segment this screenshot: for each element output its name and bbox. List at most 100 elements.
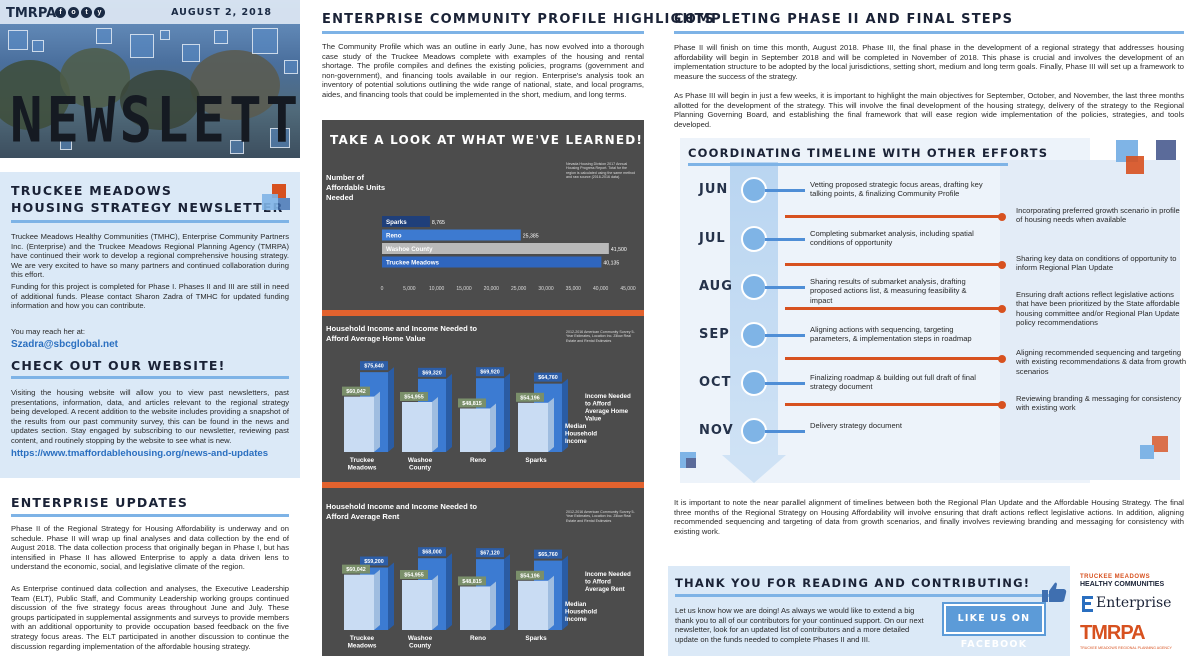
strategy-item: Sharing results of submarket analysis, d… [810, 277, 967, 305]
partner-logos: TRUCKEE MEADOWS HEALTHY COMMUNITIES Ente… [1076, 572, 1182, 656]
timeline-node [741, 226, 767, 252]
plan-connector [785, 403, 1000, 406]
intro-title: TRUCKEE MEADOWS HOUSING STRATEGY NEWSLET… [11, 182, 283, 216]
timeline-node [741, 370, 767, 396]
affordable-units-chart: Sparks 8,765 Reno 25,385 Washoe County 41,500… [381, 216, 636, 292]
plan-dot [998, 304, 1006, 313]
category-label: County [409, 643, 431, 650]
bar-value-label: 25,385 [523, 234, 539, 240]
plan-item: Aligning recommended sequencing and targ… [1016, 348, 1187, 376]
plan-dot [998, 354, 1006, 363]
bar-median-side [432, 574, 438, 630]
legend-needed: Average Rent [585, 586, 625, 593]
timeline-node [741, 322, 767, 348]
bar-needed-value: $68,000 [422, 550, 442, 556]
strategy-connector [765, 238, 805, 241]
bar-washoe-county [382, 243, 609, 254]
profile-title: ENTERPRISE COMMUNITY PROFILE HIGHLIGHTS [322, 12, 716, 27]
category-label: Sparks [525, 457, 547, 464]
bar-needed-label-bg [534, 549, 562, 559]
timeline-summary: It is important to note the near paralle… [674, 498, 1184, 536]
bar-needed-value: $75,640 [364, 364, 384, 370]
plan-dot [998, 260, 1006, 269]
strategy-item: Aligning actions with sequencing, target… [810, 325, 972, 344]
bar-median-label-bg [342, 564, 370, 574]
chart1-source: Nevada Housing Division 2017 Annual Hous… [566, 162, 636, 180]
bar-value-label: 40,135 [603, 261, 619, 267]
plan-connector [785, 357, 1000, 360]
bar-needed-label-bg [476, 548, 504, 558]
bar-value-label: 8,765 [432, 220, 445, 226]
bar-median-value: $54,196 [520, 573, 540, 579]
bar-median-label-bg [516, 392, 544, 402]
bar-needed-side [388, 367, 394, 452]
x-tick-label: 35,000 [566, 286, 582, 292]
bar-median-label-bg [400, 569, 428, 579]
plan-connector [785, 263, 1000, 266]
twitter-icon[interactable]: t [81, 7, 92, 18]
month-jul: JUL [699, 231, 726, 246]
x-tick-label: 10,000 [429, 286, 445, 292]
contact-email-link[interactable]: Szadra@sbcglobal.net [11, 339, 118, 350]
bar-median-3 [518, 402, 548, 452]
bar-median-side [548, 575, 554, 630]
facebook-icon[interactable]: f [55, 7, 66, 18]
legend-needed: Value [585, 416, 602, 423]
bar-needed-label-bg [360, 556, 388, 566]
bar-median-side [432, 396, 438, 452]
legend-needed: to Afford [585, 579, 611, 586]
chart2-source: 2012-2016 American Community Survey 5-Ye… [566, 330, 635, 343]
bar-needed-side [388, 562, 394, 630]
bar-needed-side [446, 373, 452, 452]
month-jun: JUN [699, 182, 729, 197]
bar-median-3 [518, 580, 548, 630]
plan-connector [785, 215, 1000, 218]
legend-needed: Income Needed [585, 393, 631, 400]
legend-median: Household [565, 609, 597, 616]
bar-median-0 [344, 574, 374, 630]
category-label: Meadows [348, 465, 377, 472]
bar-needed-side [504, 373, 510, 452]
strategy-connector [765, 189, 805, 192]
plan-item: Reviewing branding & messaging for consi… [1016, 394, 1182, 413]
bar-needed-side [562, 555, 568, 630]
bar-median-side [490, 403, 496, 452]
website-title: CHECK OUT OUR WEBSITE! [11, 358, 226, 373]
bar-median-label-bg [342, 386, 370, 396]
bar-median-value: $54,955 [404, 394, 424, 400]
instagram-icon[interactable]: o [68, 7, 79, 18]
website-link[interactable]: https://www.tmaffordablehousing.org/news… [11, 448, 269, 459]
bar-needed-label-bg [418, 367, 446, 377]
plan-dot [998, 400, 1006, 409]
x-tick-label: 30,000 [538, 286, 554, 292]
category-label: Sparks [525, 635, 547, 642]
masthead: TMRPA f o t y AUGUST 2, 2018 NEWSLETTER [0, 0, 300, 158]
chart1-title: Number of Affordable Units Needed [326, 173, 386, 202]
timeline-node [741, 418, 767, 444]
strategy-connector [765, 382, 805, 385]
bar-median-label-bg [458, 576, 486, 586]
bar-median-2 [460, 408, 490, 452]
plan-item: Sharing key data on conditions of opport… [1016, 254, 1177, 273]
enterprise-paragraph-1: Phase II of the Regional Strategy for Ho… [11, 524, 289, 572]
phase-title: COMPLETING PHASE II AND FINAL STEPS [674, 12, 1014, 27]
website-paragraph: Visiting the housing website will allow … [11, 388, 289, 445]
x-tick-label: 5,000 [403, 286, 416, 292]
plan-item: Ensuring draft actions reflect legislati… [1016, 290, 1180, 328]
plan-dot [998, 212, 1006, 221]
phase-paragraph-2: As Phase III will begin in just a few we… [674, 91, 1184, 129]
category-label: Reno [470, 457, 486, 464]
tmhc-logo-top: TRUCKEE MEADOWS [1080, 574, 1151, 580]
bar-median-2 [460, 586, 490, 630]
enterprise-icon [1082, 596, 1094, 612]
category-label: Truckee [350, 635, 375, 642]
bar-label: Washoe County [386, 246, 433, 253]
bar-needed-value: $67,120 [480, 551, 500, 557]
like-facebook-button[interactable]: LIKE US ON FACEBOOK [942, 602, 1046, 650]
category-label: Washoe [408, 457, 433, 464]
youtube-icon[interactable]: y [94, 7, 105, 18]
chart2-title: Household Income and Income Needed to Af… [326, 324, 478, 343]
issue-date: AUGUST 2, 2018 [171, 7, 272, 18]
strategy-connector [765, 430, 805, 433]
bar-median-side [548, 397, 554, 452]
